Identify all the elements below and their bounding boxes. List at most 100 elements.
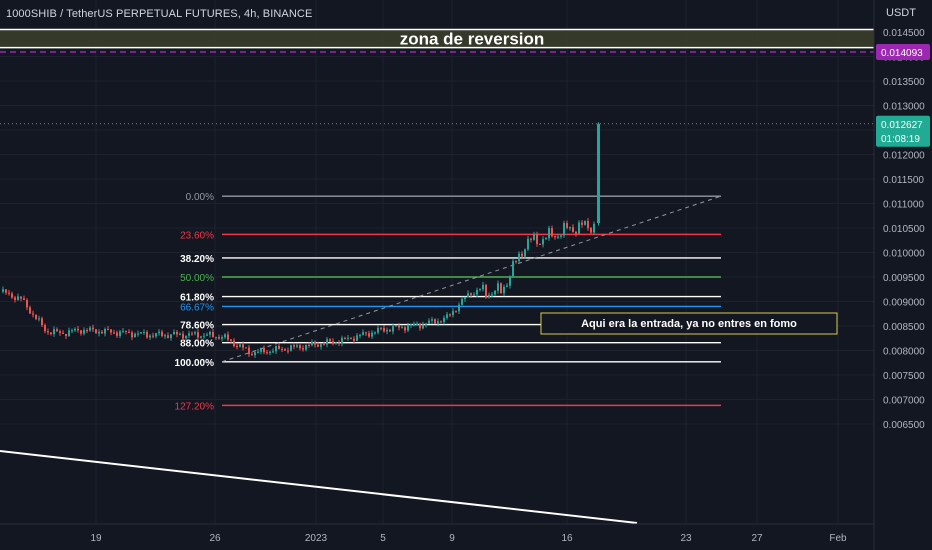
fib-level-label: 78.60% [180, 321, 214, 332]
candle-body [245, 347, 247, 349]
candle-body [173, 331, 175, 335]
candle-body [149, 335, 151, 338]
price-tick-label: 0.013000 [883, 102, 925, 113]
candle-body [392, 326, 394, 332]
candle-body [140, 332, 142, 334]
candle-body [257, 351, 259, 353]
price-tick-label: 0.011500 [883, 175, 924, 186]
candle-body [98, 331, 100, 334]
candle-body [176, 331, 178, 335]
candle-body [251, 354, 253, 356]
candle-body [35, 314, 37, 319]
candle-body [32, 313, 34, 315]
reversal-zone-box[interactable] [0, 29, 874, 48]
time-tick-label: 2023 [305, 533, 328, 544]
candle-body [383, 327, 385, 332]
candle-body [146, 332, 148, 338]
candle-body [212, 331, 214, 338]
price-tick-label: 0.009000 [883, 298, 925, 309]
price-tick-label: 0.006500 [883, 420, 925, 431]
candle-body [368, 333, 370, 337]
candle-body [224, 334, 226, 338]
price-tick-label: 0.009500 [883, 273, 925, 284]
entry-note-text: Aqui era la entrada, ya no entres en fom… [581, 318, 797, 330]
candle-body [89, 327, 91, 331]
candle-body [101, 331, 103, 334]
candle-body [443, 317, 445, 322]
candle-body [80, 330, 82, 334]
current-price-tag[interactable] [876, 115, 930, 147]
candle-body [548, 228, 550, 239]
candle-body [437, 321, 439, 324]
candle-body [263, 347, 265, 353]
candle-body [401, 327, 403, 329]
candle-body [554, 236, 556, 238]
candle-body [467, 293, 469, 298]
candle-body [488, 294, 490, 297]
candle-body [284, 349, 286, 351]
fib-level-label: 127.20% [175, 401, 215, 412]
candle-body [452, 311, 454, 315]
candle-body [587, 221, 589, 229]
price-tick-label: 0.014500 [883, 28, 925, 39]
candle-body [62, 332, 64, 334]
candle-body [416, 323, 418, 325]
entry-note-box[interactable] [540, 312, 838, 335]
candle-body [512, 261, 514, 277]
candle-body [125, 330, 127, 332]
candle-body [215, 337, 217, 339]
candle-body [425, 323, 427, 325]
candle-body [482, 284, 484, 290]
candle-body [506, 285, 508, 287]
candle-body [308, 344, 310, 346]
candle-body [323, 344, 325, 346]
candle-body [497, 283, 499, 291]
candle-body [335, 342, 337, 344]
candle-body [428, 320, 430, 324]
candle-body [167, 335, 169, 338]
time-tick-label: 26 [209, 533, 221, 544]
candle-body [311, 341, 313, 346]
candle-body [347, 337, 349, 339]
candle-body [200, 336, 202, 338]
fib-level-label: 100.00% [175, 358, 215, 369]
candle-body [473, 294, 475, 296]
candle-body [233, 340, 235, 347]
alert-price-tag[interactable] [876, 43, 930, 60]
candle-body [569, 227, 571, 229]
candle-body [194, 332, 196, 334]
candle-body [365, 332, 367, 334]
candle-body [371, 332, 373, 337]
candle-body [524, 249, 526, 257]
candle-body [584, 221, 586, 225]
candle-body [221, 337, 223, 339]
price-tick-label: 0.008500 [883, 322, 925, 333]
candle-body [248, 347, 250, 355]
candle-body [281, 348, 283, 350]
candle-body [485, 284, 487, 297]
candle-body [137, 333, 139, 335]
fib-trend-line[interactable] [221, 195, 722, 363]
candle-body [440, 321, 442, 323]
candle-body [95, 329, 97, 334]
candle-body [182, 333, 184, 339]
trend-line[interactable] [0, 450, 638, 524]
candle-body [236, 346, 238, 348]
candle-body [398, 325, 400, 328]
candle-body [458, 304, 460, 312]
candle-body [410, 324, 412, 326]
time-tick-label: 27 [751, 533, 763, 544]
candle-body [329, 339, 331, 342]
candle-body [56, 329, 58, 332]
candle-body [356, 335, 358, 341]
candle-body [464, 297, 466, 299]
current-price-label: 0.012627 [881, 120, 923, 131]
candle-body [53, 329, 55, 335]
candle-body [74, 328, 76, 331]
price-tick-label: 0.010000 [883, 249, 925, 260]
candle-body [116, 332, 118, 336]
candle-body [536, 234, 538, 244]
candle-body [134, 333, 136, 338]
